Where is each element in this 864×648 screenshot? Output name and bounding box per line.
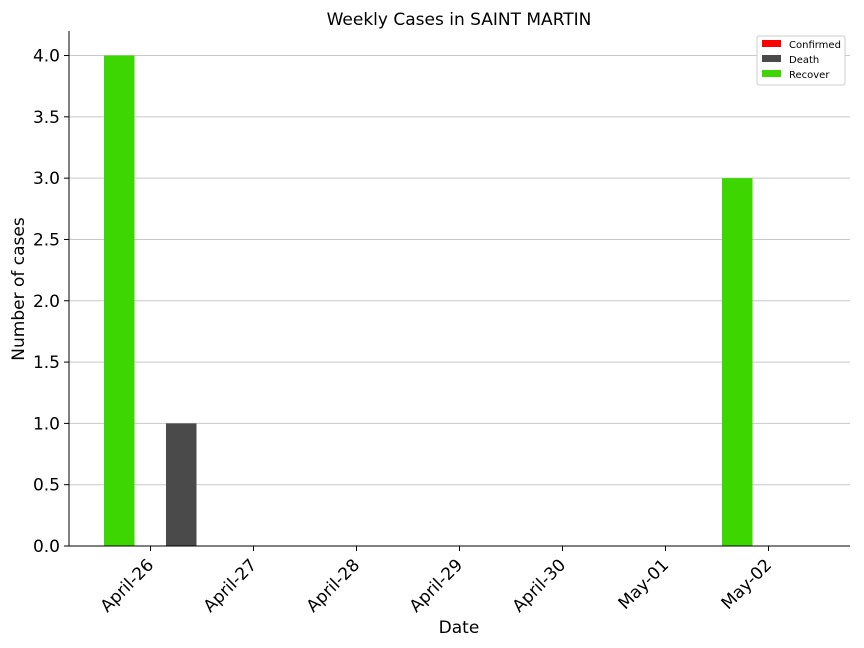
x-tick-label: April-26	[97, 555, 158, 616]
chart-title: Weekly Cases in SAINT MARTIN	[327, 10, 592, 30]
y-tick-label: 2.5	[33, 230, 60, 250]
y-tick-label: 3.5	[33, 108, 60, 128]
y-axis-title: Number of cases	[9, 217, 29, 361]
y-tick-label: 2.0	[33, 292, 60, 312]
y-tick-label: 1.5	[33, 353, 60, 373]
legend: Confirmed Death Recover	[756, 35, 846, 86]
x-tick-label: April-28	[303, 555, 364, 616]
legend-label-confirmed: Confirmed	[789, 40, 841, 51]
y-tick-label: 1.0	[33, 414, 60, 434]
legend-swatch-confirmed	[762, 40, 781, 47]
bar-recover	[104, 55, 135, 547]
y-tick-label: 0.5	[33, 476, 60, 496]
gridlines	[69, 55, 850, 486]
x-ticks: April-26 April-27 April-28 April-29 April-30…	[97, 546, 776, 617]
bars	[104, 55, 753, 547]
x-tick-label: April-30	[509, 555, 570, 616]
x-tick-label: April-27	[200, 555, 261, 616]
x-tick-label: May-02	[718, 555, 776, 613]
y-tick-label: 0.0	[33, 537, 60, 557]
x-tick-label: May-01	[615, 555, 673, 613]
bar-death	[166, 423, 197, 546]
bar-recover	[722, 178, 753, 546]
x-tick-label: April-29	[406, 555, 467, 616]
y-ticks: 0.0 0.5 1.0 1.5 2.0 2.5 3.0 3.5 4.0	[33, 47, 69, 557]
legend-swatch-death	[762, 55, 781, 62]
y-tick-label: 4.0	[33, 47, 60, 67]
x-axis-title: Date	[439, 618, 480, 638]
legend-label-recover: Recover	[789, 70, 830, 81]
y-tick-label: 3.0	[33, 169, 60, 189]
legend-swatch-recover	[762, 70, 781, 77]
legend-label-death: Death	[789, 55, 819, 66]
